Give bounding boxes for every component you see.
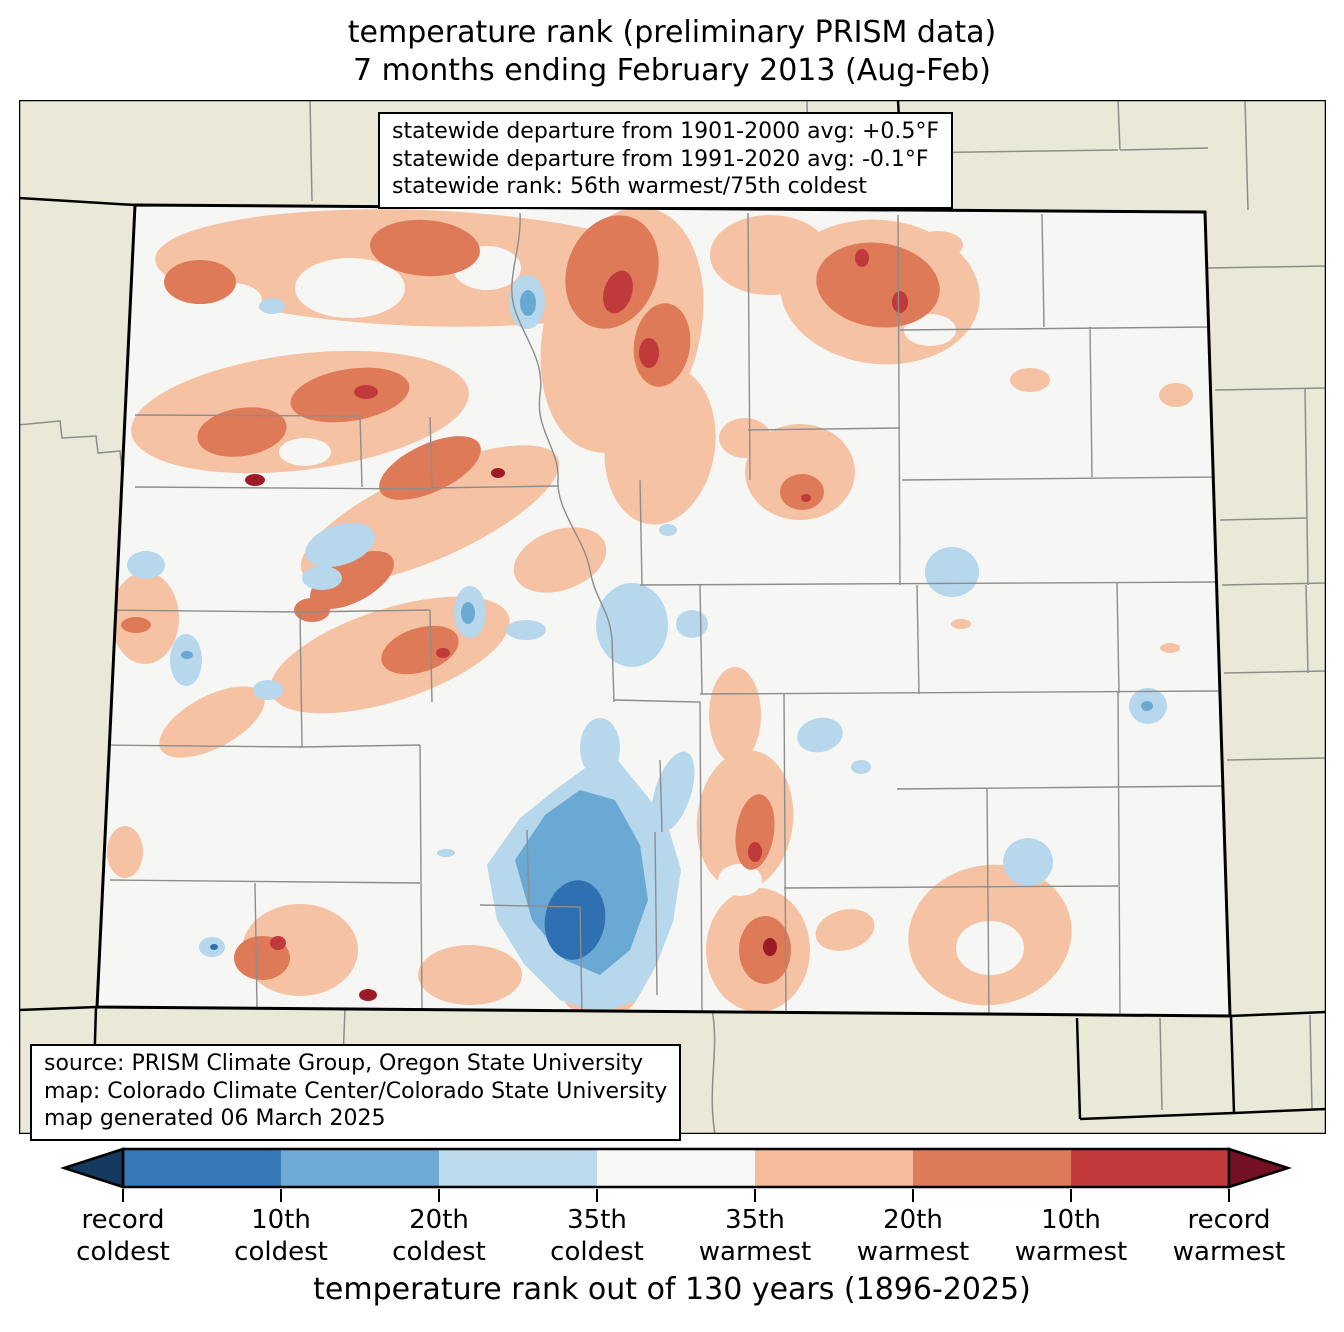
map-title-line2: 7 months ending February 2013 (Aug-Feb) bbox=[353, 53, 991, 88]
warm-anomalies-20th bbox=[121, 215, 940, 984]
map-title-line1: temperature rank (preliminary PRISM data… bbox=[347, 15, 997, 50]
source-attribution-box: source: PRISM Climate Group, Oregon Stat… bbox=[30, 1044, 682, 1141]
map-frame bbox=[17, 98, 1328, 1141]
colorado-state-border bbox=[95, 203, 1232, 1018]
colorado-county-lines bbox=[97, 212, 1227, 1016]
generated-date-line: map generated 06 March 2025 bbox=[44, 1106, 386, 1131]
colorbar-segments bbox=[123, 1149, 1229, 1187]
warm-anomalies-record bbox=[245, 468, 777, 1001]
stat-departure-1991-2020: statewide departure from 1991-2020 avg: … bbox=[392, 146, 929, 172]
colorbar-label-record-coldest: record coldest bbox=[76, 1205, 170, 1267]
colorbar-right-arrow-record-warmest bbox=[1227, 1147, 1293, 1189]
colorbar-label-20th-coldest: 20th coldest bbox=[392, 1205, 486, 1267]
colorbar bbox=[59, 1147, 1293, 1202]
stat-departure-1901-2000: statewide departure from 1901-2000 avg: … bbox=[392, 119, 940, 144]
warm-anomalies-10th bbox=[270, 249, 908, 950]
colorbar-label-10th-warmest: 10th warmest bbox=[1014, 1205, 1128, 1267]
stat-rank: statewide rank: 56th warmest/75th coldes… bbox=[392, 174, 867, 199]
statewide-stats-box: statewide departure from 1901-2000 avg: … bbox=[378, 112, 954, 209]
colorbar-label-35th-warmest: 35th warmest bbox=[698, 1205, 812, 1267]
colorado-map bbox=[17, 98, 1328, 1141]
colorbar-left-arrow-record-coldest bbox=[59, 1147, 125, 1189]
colorbar-label-record-warmest: record warmest bbox=[1172, 1205, 1286, 1267]
colorbar-ticks bbox=[122, 1189, 1230, 1202]
colorbar-axis-label: temperature rank out of 130 years (1896-… bbox=[313, 1272, 1031, 1307]
anomaly-blobs bbox=[107, 207, 1193, 1016]
cold-anomalies-10th bbox=[210, 880, 606, 960]
colorbar-label-20th-warmest: 20th warmest bbox=[856, 1205, 970, 1267]
colorbar-outline bbox=[121, 1147, 1231, 1189]
colorbar-label-10th-coldest: 10th coldest bbox=[234, 1205, 328, 1267]
colorbar-label-35th-coldest: 35th coldest bbox=[550, 1205, 644, 1267]
source-line: source: PRISM Climate Group, Oregon Stat… bbox=[44, 1051, 644, 1076]
map-credit-line: map: Colorado Climate Center/Colorado St… bbox=[44, 1078, 668, 1104]
